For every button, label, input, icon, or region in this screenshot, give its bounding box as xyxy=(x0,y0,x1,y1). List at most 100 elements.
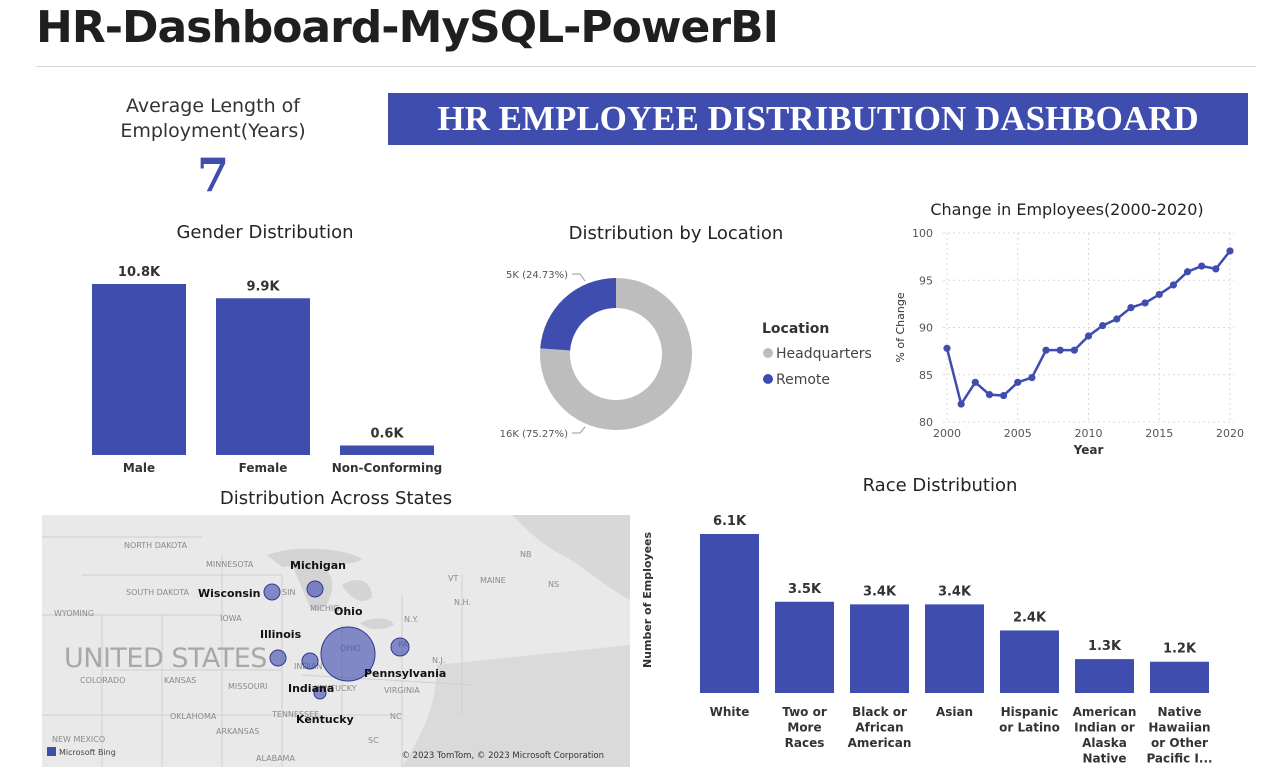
headquarters-slice[interactable] xyxy=(540,278,692,430)
gender-bar[interactable] xyxy=(92,284,186,455)
data-point[interactable] xyxy=(971,378,979,386)
map-background-label: MICHIG xyxy=(310,604,339,613)
race-bar[interactable] xyxy=(925,604,984,693)
map-canvas[interactable]: NORTH DAKOTA MINNESOTA SOUTH DAKOTA WYOMING… xyxy=(42,515,630,767)
y-tick-label: 100 xyxy=(912,227,933,240)
map-background-label: KENTUCKY xyxy=(314,684,357,693)
map-background-label: NB xyxy=(520,550,531,559)
state-bubble[interactable] xyxy=(269,649,287,667)
data-point[interactable] xyxy=(1141,299,1149,307)
bing-logo-icon xyxy=(47,747,56,756)
map-background-label: N.H. xyxy=(454,598,471,607)
state-label: Ohio xyxy=(334,605,363,618)
y-tick-label: 80 xyxy=(919,416,933,429)
gender-bar[interactable] xyxy=(216,298,310,455)
state-bubble[interactable] xyxy=(390,637,410,657)
location-donut-chart[interactable]: 5K (24.73%) 16K (75.27%) Location Headquart… xyxy=(490,255,890,455)
map-background-label: MINNESOTA xyxy=(206,560,254,569)
gender-chart-title: Gender Distribution xyxy=(176,222,354,243)
race-bar-value-label: 3.4K xyxy=(938,584,972,599)
race-category-label: American xyxy=(1073,705,1137,719)
legend-item-headquarters[interactable]: Headquarters xyxy=(776,346,872,362)
legend-item-remote[interactable]: Remote xyxy=(776,372,830,388)
state-label: Illinois xyxy=(260,628,302,641)
map-background-label: N.J. xyxy=(432,656,445,665)
y-tick-label: 90 xyxy=(919,322,933,335)
headquarters-leader-line xyxy=(572,426,586,434)
lake-huron xyxy=(342,580,372,601)
data-point[interactable] xyxy=(985,390,994,399)
race-bar[interactable] xyxy=(850,604,909,693)
data-point[interactable] xyxy=(1028,373,1036,382)
data-point[interactable] xyxy=(943,344,951,352)
state-bubble[interactable] xyxy=(320,626,376,682)
data-point[interactable] xyxy=(1000,391,1008,400)
map-background-label: NS xyxy=(548,580,559,589)
state-label: Wisconsin xyxy=(198,587,261,600)
data-point[interactable] xyxy=(1014,378,1022,386)
atlantic-ocean-south xyxy=(402,645,630,767)
map-background-label: COLORADO xyxy=(80,676,126,685)
change-line-chart[interactable]: 80 85 90 95 100 2000 2005 2010 2015 2020 Year % of … xyxy=(885,222,1255,462)
state-bubble[interactable] xyxy=(306,580,324,598)
x-tick-label: 2010 xyxy=(1075,427,1103,440)
state-bubble[interactable] xyxy=(301,652,319,670)
race-category-label: Native xyxy=(1158,705,1202,719)
x-axis-title: Year xyxy=(1073,443,1104,457)
race-bar[interactable] xyxy=(775,601,834,693)
data-point[interactable] xyxy=(1056,346,1064,354)
data-point[interactable] xyxy=(1084,332,1093,340)
race-category-label: Indian or xyxy=(1074,721,1135,735)
data-point[interactable] xyxy=(1127,304,1135,312)
data-point[interactable] xyxy=(1226,247,1234,255)
remote-slice[interactable] xyxy=(540,278,616,351)
gender-category-label: Female xyxy=(239,461,288,475)
dashboard-banner: HR EMPLOYEE DISTRIBUTION DASHBOARD xyxy=(388,93,1248,145)
state-bubble[interactable] xyxy=(263,583,281,601)
data-point[interactable] xyxy=(1183,268,1192,276)
map-background-label: NORTH DAKOTA xyxy=(124,541,188,550)
race-bar[interactable] xyxy=(1075,659,1134,693)
banner-title: HR EMPLOYEE DISTRIBUTION DASHBOARD xyxy=(437,99,1199,138)
map-background-label: N.Y. xyxy=(404,615,418,624)
data-point[interactable] xyxy=(1099,322,1107,330)
data-point[interactable] xyxy=(1042,346,1050,354)
data-point[interactable] xyxy=(1113,315,1121,323)
x-tick-label: 2000 xyxy=(933,427,961,440)
gender-bar-value-label: 0.6K xyxy=(370,427,404,442)
race-bar-value-label: 1.2K xyxy=(1163,642,1197,657)
race-category-label: American xyxy=(848,736,912,750)
data-point[interactable] xyxy=(1155,290,1163,299)
race-category-label: More xyxy=(787,721,821,735)
data-point[interactable] xyxy=(1212,265,1220,273)
gender-bar-chart[interactable]: 10.8K Male 9.9K Female 0.6K Non-Conforming xyxy=(80,250,460,480)
race-bar[interactable] xyxy=(1000,630,1059,693)
race-bar[interactable] xyxy=(1150,661,1209,693)
data-point[interactable] xyxy=(1169,281,1177,289)
legend-marker xyxy=(763,348,773,358)
location-chart-title: Distribution by Location xyxy=(568,223,784,244)
race-bar-value-label: 3.5K xyxy=(788,582,822,597)
data-point[interactable] xyxy=(1198,262,1206,270)
race-category-label: Native xyxy=(1083,752,1127,766)
x-tick-label: 2020 xyxy=(1216,427,1244,440)
race-bar-value-label: 1.3K xyxy=(1088,639,1122,654)
kpi-label: Average Length of Employment(Years) xyxy=(100,94,326,144)
race-bar[interactable] xyxy=(700,534,759,693)
map-background-label: OKLAHOMA xyxy=(170,712,217,721)
map-background-label: NEW MEXICO xyxy=(52,735,105,744)
map-title: Distribution Across States xyxy=(219,488,453,509)
race-category-label: or Other xyxy=(1151,736,1208,750)
data-point[interactable] xyxy=(1070,346,1078,354)
state-label: Michigan xyxy=(290,559,346,572)
kpi-label-line1: Average Length of xyxy=(126,95,300,117)
states-map[interactable]: NORTH DAKOTA MINNESOTA SOUTH DAKOTA WYOMING… xyxy=(42,515,630,767)
state-bubble[interactable] xyxy=(313,686,327,700)
y-tick-label: 95 xyxy=(919,274,933,287)
legend-marker xyxy=(763,374,773,384)
race-category-label: Races xyxy=(785,736,825,750)
data-point[interactable] xyxy=(957,400,965,408)
gender-bar[interactable] xyxy=(340,445,434,456)
map-background-label: VT xyxy=(448,574,458,583)
